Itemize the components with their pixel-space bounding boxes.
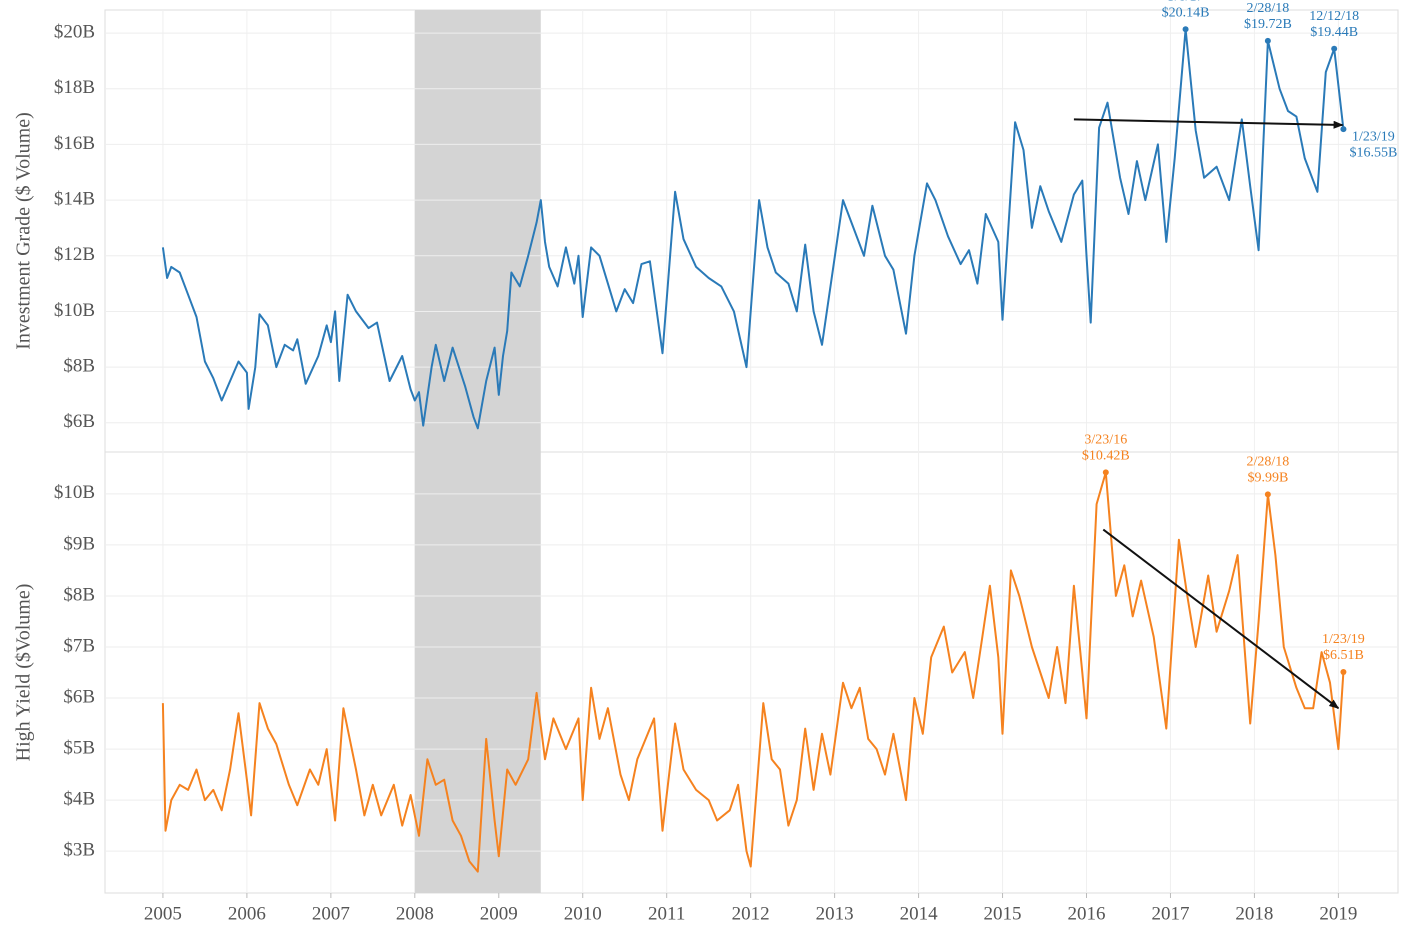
annotation-date: 12/12/18	[1309, 9, 1359, 24]
trend-arrow	[1073, 118, 1344, 129]
series-line	[161, 28, 1345, 430]
y-tick-label: $5B	[63, 737, 95, 758]
x-tick-label: 2015	[984, 903, 1022, 924]
shaded-period	[414, 10, 541, 452]
trend-arrow	[1102, 528, 1340, 710]
annotation-date: 1/23/19	[1322, 632, 1365, 647]
series-line	[161, 471, 1345, 873]
y-tick-label: $7B	[63, 635, 95, 656]
y-axis-title: High Yield ($Volume)	[13, 584, 35, 762]
y-tick-label: $10B	[54, 300, 95, 321]
y-tick-label: $6B	[63, 686, 95, 707]
x-tick-label: 2012	[732, 903, 770, 924]
y-tick-label: $6B	[63, 411, 95, 432]
x-tick-label: 2017	[1151, 903, 1189, 924]
panel-frame	[104, 9, 1399, 453]
panel-frame	[104, 451, 1399, 894]
x-tick-label: 2005	[144, 903, 182, 924]
y-axis-title: Investment Grade ($ Volume)	[13, 112, 35, 350]
annotation-label: $19.44B	[1310, 25, 1358, 40]
annotation-label: $16.55B	[1350, 145, 1398, 160]
annotation-label: $6.51B	[1323, 648, 1364, 663]
x-tick-label: 2007	[312, 903, 350, 924]
annotation-date: 2/28/18	[1246, 1, 1289, 16]
y-tick-label: $3B	[63, 840, 95, 861]
annotation-date: 3/8/17	[1168, 0, 1204, 4]
y-tick-label: $20B	[54, 21, 95, 42]
annotation-point	[1264, 37, 1271, 44]
x-tick-label: 2011	[648, 903, 685, 924]
annotation-label: $10.42B	[1082, 449, 1130, 464]
annotation-point	[1182, 26, 1189, 33]
x-tick-label: 2009	[480, 903, 518, 924]
x-tick-label: 2018	[1235, 903, 1273, 924]
y-tick-label: $8B	[63, 355, 95, 376]
annotation-label: $9.99B	[1247, 471, 1288, 486]
y-tick-label: $14B	[54, 188, 95, 209]
x-tick-label: 2019	[1319, 903, 1357, 924]
x-tick-label: 2016	[1068, 903, 1106, 924]
annotation-point	[1264, 491, 1271, 498]
annotation-point	[1102, 469, 1109, 476]
annotation-label: $20.14B	[1162, 5, 1210, 20]
y-tick-label: $9B	[63, 533, 95, 554]
y-tick-label: $12B	[54, 244, 95, 265]
y-tick-label: $10B	[54, 482, 95, 503]
annotation-date: 3/23/16	[1084, 433, 1127, 448]
annotation-point	[1340, 668, 1347, 675]
annotation-point	[1331, 45, 1338, 52]
x-tick-label: 2013	[816, 903, 854, 924]
x-tick-label: 2008	[396, 903, 434, 924]
y-tick-label: $18B	[54, 77, 95, 98]
y-tick-label: $16B	[54, 133, 95, 154]
y-tick-label: $4B	[63, 788, 95, 809]
y-tick-label: $8B	[63, 584, 95, 605]
annotation-label: $19.72B	[1244, 17, 1292, 32]
annotation-point	[1340, 126, 1347, 133]
x-tick-label: 2006	[228, 903, 266, 924]
annotation-date: 2/28/18	[1246, 455, 1289, 470]
x-tick-label: 2014	[900, 903, 939, 924]
annotation-date: 1/23/19	[1352, 129, 1395, 144]
shaded-period	[414, 452, 541, 893]
x-tick-label: 2010	[564, 903, 602, 924]
